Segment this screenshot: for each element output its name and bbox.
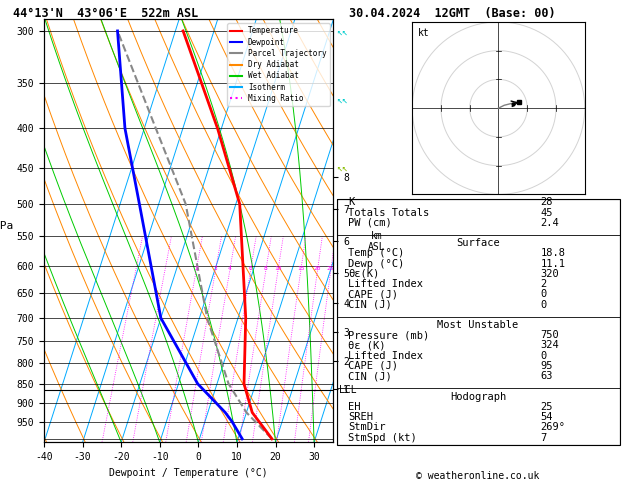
Text: 28: 28 bbox=[540, 197, 553, 208]
Text: Surface: Surface bbox=[456, 238, 500, 248]
Text: Hodograph: Hodograph bbox=[450, 392, 506, 401]
Text: StmSpd (kt): StmSpd (kt) bbox=[348, 433, 416, 443]
Text: SREH: SREH bbox=[348, 412, 373, 422]
Text: 0: 0 bbox=[540, 351, 547, 361]
Text: Most Unstable: Most Unstable bbox=[437, 320, 519, 330]
Text: 30.04.2024  12GMT  (Base: 00): 30.04.2024 12GMT (Base: 00) bbox=[349, 7, 555, 20]
Text: 18.8: 18.8 bbox=[540, 248, 565, 259]
Text: 44°13'N  43°06'E  522m ASL: 44°13'N 43°06'E 522m ASL bbox=[13, 7, 198, 20]
Y-axis label: km
ASL: km ASL bbox=[368, 231, 386, 252]
Text: CIN (J): CIN (J) bbox=[348, 371, 392, 381]
Text: 8: 8 bbox=[264, 266, 267, 271]
Text: 25: 25 bbox=[327, 266, 335, 271]
Y-axis label: hPa: hPa bbox=[0, 221, 13, 231]
Text: EH: EH bbox=[348, 402, 360, 412]
X-axis label: Dewpoint / Temperature (°C): Dewpoint / Temperature (°C) bbox=[109, 468, 268, 478]
Text: CAPE (J): CAPE (J) bbox=[348, 289, 398, 299]
Text: 2: 2 bbox=[540, 279, 547, 289]
Text: Pressure (mb): Pressure (mb) bbox=[348, 330, 429, 340]
Text: θε (K): θε (K) bbox=[348, 341, 386, 350]
Text: 45: 45 bbox=[540, 208, 553, 218]
Text: Lifted Index: Lifted Index bbox=[348, 351, 423, 361]
Text: 6: 6 bbox=[248, 266, 252, 271]
Text: 15: 15 bbox=[297, 266, 304, 271]
Text: Lifted Index: Lifted Index bbox=[348, 279, 423, 289]
Text: 63: 63 bbox=[540, 371, 553, 381]
Text: PW (cm): PW (cm) bbox=[348, 218, 392, 228]
Text: 2: 2 bbox=[194, 266, 198, 271]
Text: kt: kt bbox=[418, 28, 430, 38]
Text: 10: 10 bbox=[274, 266, 282, 271]
Text: ↖↖: ↖↖ bbox=[336, 163, 347, 173]
Text: 7: 7 bbox=[540, 433, 547, 443]
Text: ↖↖: ↖↖ bbox=[336, 95, 347, 104]
Text: StmDir: StmDir bbox=[348, 422, 386, 433]
Text: 0: 0 bbox=[540, 299, 547, 310]
Text: 269°: 269° bbox=[540, 422, 565, 433]
Text: Totals Totals: Totals Totals bbox=[348, 208, 429, 218]
Text: 750: 750 bbox=[540, 330, 559, 340]
Text: 4: 4 bbox=[228, 266, 231, 271]
Text: θε(K): θε(K) bbox=[348, 269, 379, 279]
Text: 0: 0 bbox=[540, 289, 547, 299]
Text: 95: 95 bbox=[540, 361, 553, 371]
Text: Dewp (°C): Dewp (°C) bbox=[348, 259, 404, 269]
Text: LCL: LCL bbox=[339, 385, 357, 395]
Text: © weatheronline.co.uk: © weatheronline.co.uk bbox=[416, 471, 540, 481]
Text: 54: 54 bbox=[540, 412, 553, 422]
Text: 324: 324 bbox=[540, 341, 559, 350]
Text: 2.4: 2.4 bbox=[540, 218, 559, 228]
Text: 20: 20 bbox=[314, 266, 321, 271]
Legend: Temperature, Dewpoint, Parcel Trajectory, Dry Adiabat, Wet Adiabat, Isotherm, Mi: Temperature, Dewpoint, Parcel Trajectory… bbox=[227, 23, 330, 106]
Text: 11.1: 11.1 bbox=[540, 259, 565, 269]
Text: CIN (J): CIN (J) bbox=[348, 299, 392, 310]
Text: ↖↖: ↖↖ bbox=[336, 27, 347, 36]
Text: 320: 320 bbox=[540, 269, 559, 279]
Text: 25: 25 bbox=[540, 402, 553, 412]
Text: Temp (°C): Temp (°C) bbox=[348, 248, 404, 259]
Text: K: K bbox=[348, 197, 354, 208]
Text: CAPE (J): CAPE (J) bbox=[348, 361, 398, 371]
Text: 3: 3 bbox=[213, 266, 217, 271]
